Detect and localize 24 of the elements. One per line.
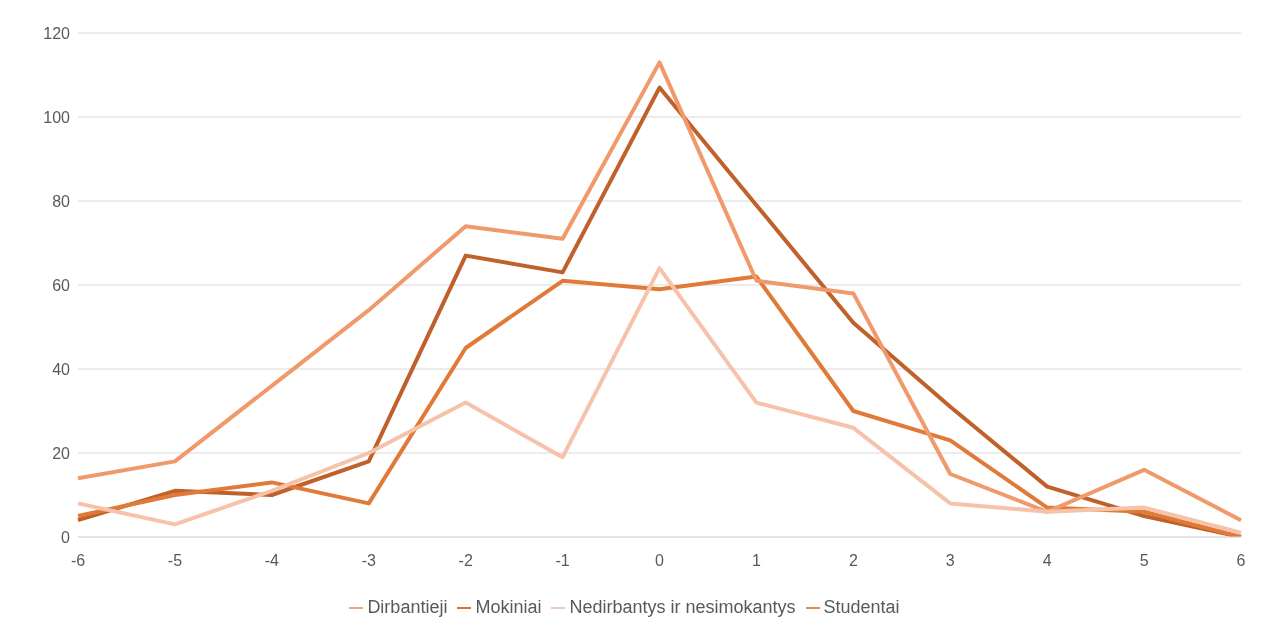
x-tick-label: -5 <box>167 552 183 570</box>
y-tick-label: 20 <box>52 444 71 462</box>
x-tick-label: 3 <box>945 552 955 570</box>
y-tick-label: 100 <box>43 108 71 126</box>
x-tick-label: 0 <box>655 552 665 570</box>
y-tick-label: 120 <box>43 24 71 42</box>
legend-label: Studentai <box>823 597 900 617</box>
legend-label: Mokiniai <box>475 597 542 617</box>
x-tick-label: 2 <box>848 552 858 570</box>
x-tick-label: 5 <box>1139 552 1149 570</box>
x-tick-label: -1 <box>555 552 570 570</box>
legend-label: Dirbantieji <box>367 597 448 617</box>
x-tick-label: 4 <box>1042 552 1052 570</box>
legend-label: Nedirbantys ir nesimokantys <box>569 597 796 617</box>
y-tick-label: 80 <box>52 192 71 210</box>
x-tick-label: -6 <box>70 552 86 570</box>
x-tick-label: -3 <box>361 552 376 570</box>
x-tick-label: -2 <box>458 552 473 570</box>
y-tick-label: 60 <box>52 276 71 294</box>
x-tick-label: 6 <box>1236 552 1246 570</box>
y-tick-label: 0 <box>61 528 71 546</box>
y-tick-label: 40 <box>52 360 71 378</box>
x-tick-label: 1 <box>751 552 761 570</box>
x-tick-label: -4 <box>264 552 280 570</box>
